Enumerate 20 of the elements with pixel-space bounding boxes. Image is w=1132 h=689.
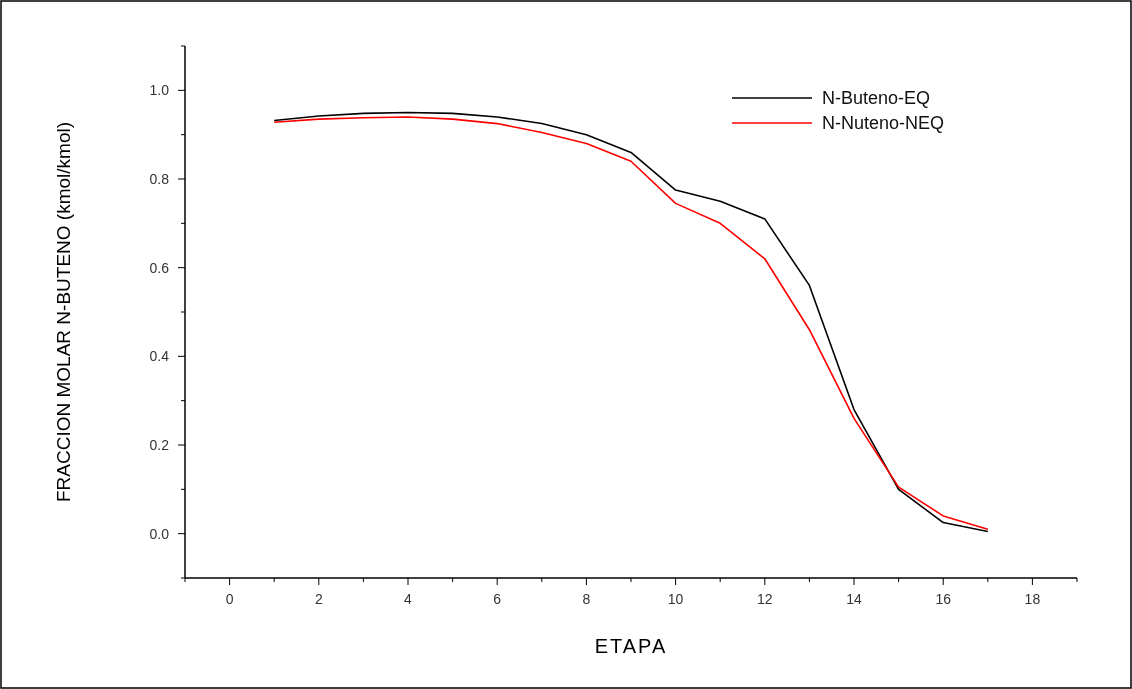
legend-label: N-Nuteno-NEQ xyxy=(822,113,945,134)
y-tick-label: 0.8 xyxy=(149,170,170,187)
x-tick-label: 10 xyxy=(667,591,684,607)
x-tick-label: 8 xyxy=(582,591,591,607)
x-axis-title: ETAPA xyxy=(594,635,668,657)
x-tick-label: 14 xyxy=(846,591,862,607)
y-axis-title: FRACCION MOLAR N-BUTENO (kmol/kmol) xyxy=(53,121,74,503)
x-tick-label: 0 xyxy=(225,591,234,607)
y-tick-label: 0.0 xyxy=(149,525,170,542)
y-tick-label: 0.2 xyxy=(149,436,170,453)
x-tick-label: 18 xyxy=(1024,591,1041,607)
x-tick-label: 2 xyxy=(314,591,323,607)
y-tick-label: 1.0 xyxy=(149,82,170,99)
legend-label: N-Buteno-EQ xyxy=(822,88,931,109)
x-tick-label: 12 xyxy=(757,591,773,607)
y-tick-label: 0.6 xyxy=(149,259,170,276)
x-tick-label: 4 xyxy=(404,591,413,607)
y-tick-label: 0.4 xyxy=(149,348,170,365)
x-tick-label: 16 xyxy=(935,591,952,607)
x-tick-label: 6 xyxy=(493,591,502,607)
